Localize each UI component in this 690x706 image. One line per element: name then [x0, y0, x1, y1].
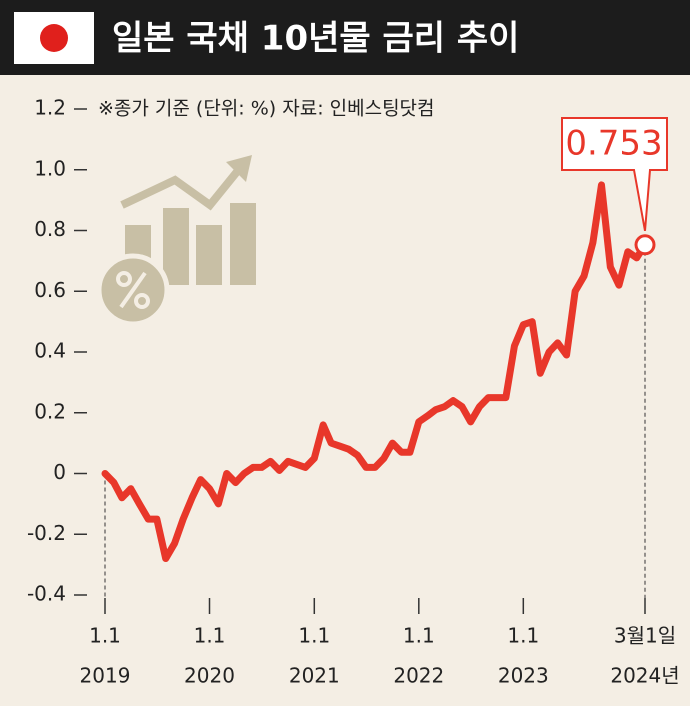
- y-tick-label: 0: [53, 460, 66, 484]
- flag-sun: [40, 24, 68, 52]
- x-tick-label: 3월1일: [614, 624, 676, 648]
- chart-title: 일본 국채 10년물 금리 추이: [112, 19, 519, 59]
- annotation: ※종가 기준 (단위: %) 자료: 인베스팅닷컴: [98, 98, 435, 120]
- x-tick-label: 1.1: [194, 624, 226, 648]
- y-tick-label: 1.0: [34, 156, 66, 180]
- x-tick-year: 2019: [80, 664, 131, 688]
- y-tick-label: 1.2: [34, 96, 66, 120]
- x-tick-year: 2024년: [610, 664, 679, 688]
- x-tick-year: 2022: [393, 664, 444, 688]
- x-tick-label: 1.1: [403, 624, 435, 648]
- series-line: [101, 181, 649, 563]
- y-tick-label: 0.2: [34, 399, 66, 423]
- y-tick-label: 0.4: [34, 339, 66, 363]
- x-tick-year: 2020: [184, 664, 235, 688]
- y-tick-label: -0.4: [27, 582, 66, 606]
- y-tick-label: 0.8: [34, 217, 66, 241]
- title-bar: [0, 0, 690, 75]
- x-tick-year: 2021: [289, 664, 340, 688]
- x-tick-label: 1.1: [298, 624, 330, 648]
- y-tick-label: 0.6: [34, 278, 66, 302]
- value-label: 0.753: [565, 124, 662, 164]
- x-tick-year: 2023: [498, 664, 549, 688]
- callout: [561, 117, 668, 231]
- end-point: [634, 234, 656, 256]
- icon: [96, 155, 256, 327]
- x-tick-label: 1.1: [89, 624, 121, 648]
- y-tick-label: -0.2: [27, 521, 66, 545]
- x-tick-label: 1.1: [507, 624, 539, 648]
